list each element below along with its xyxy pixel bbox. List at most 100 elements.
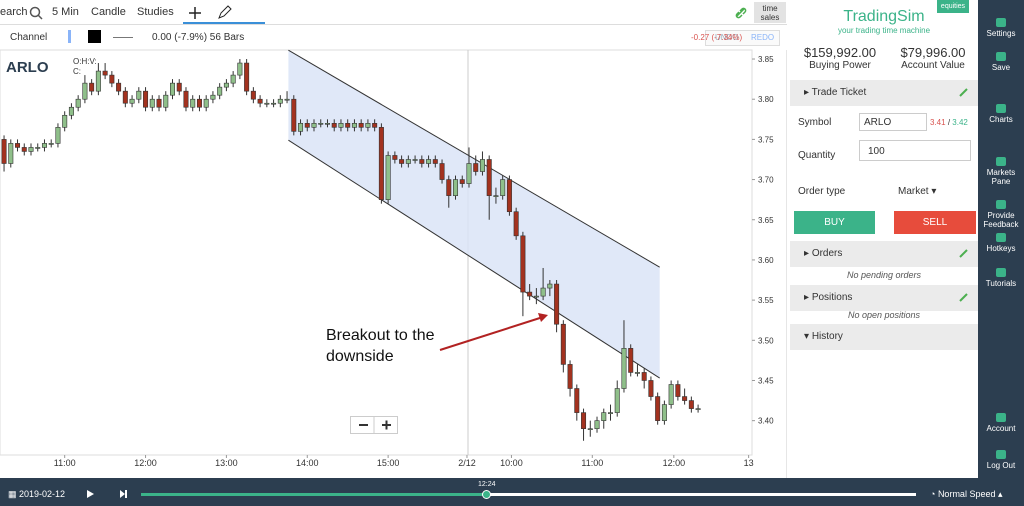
date-value: 2019-02-12 (19, 489, 66, 499)
x-tick-label: 11:00 (54, 458, 76, 468)
candle-body (533, 295, 539, 298)
time-sales-label: sales (760, 13, 780, 22)
candle-body (170, 82, 176, 96)
drawing-name[interactable]: Channel (10, 32, 48, 43)
chart-type[interactable]: Candle (91, 6, 126, 18)
candle-body (1, 139, 7, 164)
studies[interactable]: Studies (137, 6, 174, 18)
candle-body (156, 98, 162, 108)
line-style[interactable] (113, 37, 133, 38)
section-header[interactable]: ▸ Positions (790, 285, 978, 311)
progress-track[interactable] (141, 493, 916, 496)
ask: 3.42 (952, 118, 968, 127)
progress-handle[interactable] (482, 490, 491, 499)
candle-body (419, 159, 425, 164)
time: 12:24 (478, 481, 496, 488)
candle-body (554, 283, 560, 325)
candle-body (587, 428, 593, 430)
section-header[interactable]: ▸ Orders (790, 241, 978, 267)
candle-body (28, 147, 34, 152)
sidebar-item[interactable]: Log Out (978, 450, 1024, 470)
draw-tools[interactable] (183, 4, 265, 24)
candle-body (614, 388, 620, 413)
playback-bar (0, 478, 1024, 506)
order-type[interactable]: Market ▾ (898, 186, 937, 197)
section-title: Orders (811, 248, 843, 259)
candle-body (143, 90, 149, 108)
candle-body (116, 82, 122, 92)
account-value: $79,996.00 (900, 45, 966, 60)
section-header[interactable]: ▸ Trade Ticket (790, 80, 978, 106)
candle-body (230, 74, 236, 84)
x-tick-label: 2/12 (458, 458, 476, 468)
sidebar-label: Account (986, 424, 1016, 433)
sidebar-item[interactable]: Account (978, 413, 1024, 433)
section-icons (959, 88, 968, 302)
candle-body (62, 114, 68, 128)
candle-body (446, 179, 452, 196)
date[interactable]: ▦ 2019-02-12 (8, 489, 66, 499)
candle-body (506, 179, 512, 213)
undo[interactable]: UNDO (715, 33, 739, 42)
candle-body (628, 348, 634, 373)
candle-body (75, 98, 81, 108)
candle-body (459, 179, 465, 184)
redo[interactable]: REDO (751, 33, 775, 42)
sidebar-item[interactable]: Charts (978, 104, 1024, 124)
candle-body (466, 163, 472, 184)
tagline: your trading time machine (837, 26, 931, 35)
ohlc-label: O:H:V: (73, 57, 97, 66)
sidebar-item[interactable]: Settings (978, 18, 1024, 38)
play-controls[interactable] (86, 489, 130, 499)
quantity-input[interactable]: 100 (859, 140, 971, 161)
sidebar-item[interactable]: Tutorials (978, 268, 1024, 288)
candle-body (392, 155, 398, 160)
candle-body (581, 412, 587, 429)
sidebar-item[interactable]: Save (978, 52, 1024, 72)
candle-body (621, 348, 627, 389)
candle-body (163, 94, 169, 108)
interval[interactable]: 5 Min (52, 6, 79, 18)
symbol-input[interactable]: ARLO (859, 113, 927, 131)
sidebar-label: Markets (986, 168, 1016, 177)
empty-note: No open positions (847, 310, 921, 320)
sidebar-item[interactable]: Markets Pane (978, 157, 1024, 186)
candle-body (190, 98, 196, 108)
candle-body (136, 90, 142, 100)
y-tick-label: 3.55 (758, 296, 774, 305)
candle-body (257, 98, 263, 104)
x-tick-label: 15:00 (377, 458, 400, 468)
color-swatch[interactable] (88, 30, 101, 43)
annotation-arrow (439, 316, 544, 351)
sell-button[interactable]: SELL (894, 211, 976, 234)
candle-body (89, 82, 95, 92)
candle-body (15, 143, 21, 148)
section-header[interactable]: ▾ History (790, 324, 978, 350)
candle-body (338, 123, 344, 128)
candle-body (35, 147, 41, 149)
candle-body (122, 90, 128, 104)
candle-body (661, 404, 667, 421)
candle-body (607, 412, 613, 414)
speed[interactable]: ◔ Normal Speed ▴ (930, 489, 1003, 499)
sidebar-label: Charts (989, 115, 1013, 124)
time-sales[interactable]: time sales (754, 2, 786, 23)
candle-body (324, 123, 330, 125)
search[interactable]: earch (0, 6, 28, 18)
search-icon[interactable] (29, 6, 43, 20)
zoom-controls[interactable] (350, 416, 398, 434)
sidebar-icon (996, 200, 1006, 209)
candle-body (217, 86, 223, 96)
candle-body (385, 155, 391, 200)
symbol: ARLO (6, 59, 49, 76)
quote: 3.41 / 3.42 (930, 118, 968, 127)
sidebar-item[interactable]: Provide Feedback (978, 200, 1024, 229)
color-swatch[interactable] (68, 30, 71, 43)
sidebar-icon (996, 268, 1006, 277)
link-icon[interactable] (735, 7, 747, 19)
candle-body (493, 195, 499, 197)
sidebar-item[interactable]: Hotkeys (978, 233, 1024, 253)
buy-button[interactable]: BUY (794, 211, 875, 234)
